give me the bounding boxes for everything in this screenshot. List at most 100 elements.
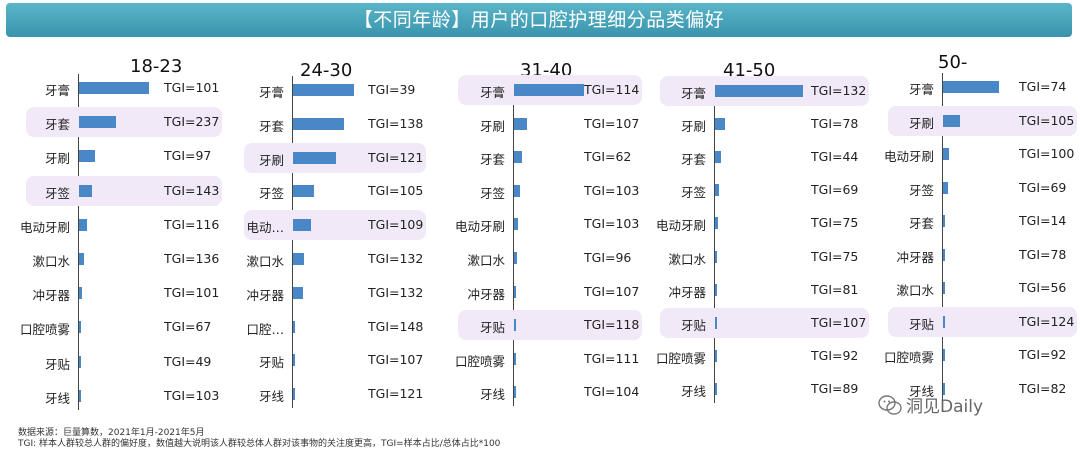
category-label: 牙膏 <box>908 82 934 97</box>
tgi-label: TGI=82 <box>1019 380 1067 396</box>
bar <box>514 285 516 298</box>
tgi-label: TGI=89 <box>811 380 859 396</box>
category-label: 电动牙刷 <box>454 219 505 235</box>
bar <box>293 253 305 265</box>
tgi-label: TGI=121 <box>368 386 424 402</box>
bar <box>514 218 519 231</box>
bar <box>715 151 721 164</box>
bar <box>715 382 717 395</box>
tgi-label: TGI=56 <box>1019 280 1067 295</box>
bar <box>293 117 345 130</box>
category-label: 牙贴 <box>258 355 284 371</box>
tgi-label: TGI=44 <box>811 149 859 165</box>
bar <box>715 184 720 197</box>
bar <box>514 352 516 365</box>
category-label: 电动… <box>246 220 284 236</box>
bar <box>943 282 945 294</box>
tgi-label: TGI=107 <box>368 352 424 368</box>
category-axis <box>714 77 715 403</box>
row-highlight <box>26 107 222 138</box>
row-highlight <box>888 306 1077 337</box>
footer-source: 数据来源：巨量算数，2021年1月-2021年5月 <box>18 428 205 438</box>
category-label: 牙线 <box>479 387 505 403</box>
category-label: 牙刷 <box>908 115 934 131</box>
bar <box>943 81 1000 93</box>
tgi-label: TGI=75 <box>811 215 859 231</box>
bar <box>943 382 945 395</box>
category-label: 牙贴 <box>479 320 505 336</box>
tgi-label: TGI=136 <box>164 251 220 266</box>
tgi-label: TGI=107 <box>584 283 640 299</box>
tgi-label: TGI=138 <box>368 115 424 131</box>
tgi-label: TGI=96 <box>584 250 632 265</box>
tgi-label: TGI=107 <box>811 314 867 330</box>
category-label: 牙膏 <box>258 85 284 100</box>
bar <box>943 215 946 227</box>
tgi-label: TGI=78 <box>811 116 859 132</box>
bar <box>715 118 725 131</box>
category-label: 冲牙器 <box>896 249 934 265</box>
tgi-label: TGI=103 <box>584 216 640 232</box>
tgi-label: TGI=49 <box>164 353 212 369</box>
row-highlight <box>660 307 869 338</box>
category-label: 牙贴 <box>44 356 70 372</box>
category-label: 漱口水 <box>668 251 706 267</box>
category-axis <box>942 73 943 403</box>
category-label: 牙签 <box>908 182 934 198</box>
row-highlight <box>458 310 642 341</box>
tgi-label: TGI=92 <box>1019 347 1067 362</box>
tgi-label: TGI=107 <box>584 115 640 131</box>
title-banner: 【不同年龄】用户的口腔护理细分品类偏好 <box>6 3 1072 37</box>
category-label: 牙膏 <box>44 83 70 98</box>
category-label: 口腔喷雾 <box>655 350 706 366</box>
category-label: 漱口水 <box>32 254 70 269</box>
bar <box>514 117 527 130</box>
bar <box>293 320 295 333</box>
wechat-icon <box>878 394 902 415</box>
footer-notes: 数据来源：巨量算数，2021年1月-2021年5月 TGI: 样本人群较总人群的… <box>18 428 500 450</box>
category-label: 冲牙器 <box>246 287 284 303</box>
category-label: 牙刷 <box>44 151 70 167</box>
category-label: 牙套 <box>680 152 706 168</box>
tgi-label: TGI=75 <box>811 248 859 264</box>
row-highlight <box>888 105 1077 136</box>
category-axis <box>513 76 514 407</box>
tgi-label: TGI=100 <box>1019 146 1075 161</box>
category-label: 牙签 <box>680 185 706 201</box>
bar <box>79 150 95 163</box>
bar <box>943 114 960 127</box>
tgi-label: TGI=74 <box>1019 79 1067 94</box>
tgi-label: TGI=69 <box>811 182 859 198</box>
tgi-label: TGI=14 <box>1019 213 1067 228</box>
category-label: 牙套 <box>908 216 934 231</box>
tgi-label: TGI=143 <box>164 182 220 198</box>
bar <box>293 185 314 198</box>
tgi-label: TGI=62 <box>584 149 632 165</box>
category-label: 牙刷 <box>680 119 706 135</box>
category-label: 电动牙刷 <box>883 149 934 164</box>
bar <box>715 349 717 362</box>
category-label: 冲牙器 <box>32 288 70 304</box>
bar <box>79 82 150 94</box>
category-label: 口腔喷雾 <box>20 322 71 338</box>
bar <box>293 354 295 367</box>
bar <box>293 219 311 232</box>
category-label: 牙签 <box>44 185 70 201</box>
tgi-label: TGI=103 <box>164 387 220 403</box>
category-label: 牙套 <box>44 117 70 133</box>
tgi-label: TGI=132 <box>368 284 424 300</box>
tgi-label: TGI=81 <box>811 281 859 297</box>
category-label: 电动牙刷 <box>655 218 706 234</box>
bar <box>715 85 804 97</box>
category-label: 冲牙器 <box>668 284 706 300</box>
bar <box>79 116 116 129</box>
tgi-label: TGI=103 <box>584 182 640 198</box>
watermark: 洞见Daily <box>878 392 983 417</box>
tgi-label: TGI=114 <box>584 82 640 97</box>
bar <box>79 321 81 334</box>
tgi-label: TGI=97 <box>164 148 212 164</box>
category-label: 漱口水 <box>246 254 284 269</box>
category-label: 口腔喷雾 <box>883 350 934 365</box>
bar <box>514 84 584 96</box>
tgi-label: TGI=109 <box>368 217 424 233</box>
